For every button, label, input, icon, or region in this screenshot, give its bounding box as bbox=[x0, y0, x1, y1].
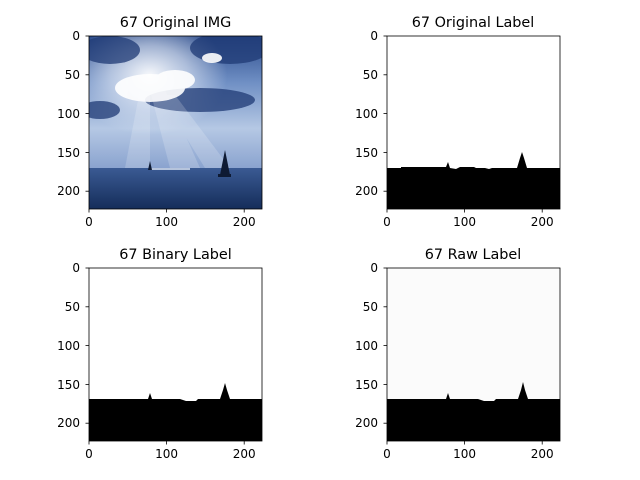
axes-frame bbox=[88, 35, 263, 210]
y-axis: 0 50 100 150 200 bbox=[57, 261, 89, 430]
photo-sun-rays bbox=[125, 90, 230, 168]
axes-frame bbox=[386, 267, 561, 442]
mask-lower-region bbox=[387, 152, 560, 209]
y-tick-label: 150 bbox=[57, 146, 80, 160]
y-tick-label: 50 bbox=[65, 68, 80, 82]
x-tick-label: 100 bbox=[453, 447, 476, 461]
y-tick-label: 100 bbox=[57, 107, 80, 121]
y-tick-label: 200 bbox=[57, 184, 80, 198]
y-axis: 0 50 100 150 200 bbox=[355, 29, 387, 198]
panel-raw-label: 67 Raw Label 0 100 200 0 50 100 150 200 bbox=[355, 247, 561, 461]
y-tick-label: 0 bbox=[72, 29, 80, 43]
x-tick-label: 100 bbox=[453, 215, 476, 229]
axes-frame bbox=[386, 35, 561, 210]
sailboat-right bbox=[218, 150, 231, 177]
x-tick-label: 0 bbox=[85, 447, 93, 461]
x-tick-label: 200 bbox=[233, 215, 256, 229]
x-axis: 0 100 200 bbox=[383, 441, 554, 461]
y-tick-label: 150 bbox=[355, 378, 378, 392]
photo-light-clouds bbox=[115, 53, 222, 102]
y-tick-label: 50 bbox=[65, 300, 80, 314]
y-tick-label: 50 bbox=[363, 68, 378, 82]
panel-title: 67 Raw Label bbox=[425, 247, 522, 263]
y-tick-label: 150 bbox=[355, 146, 378, 160]
axes-frame bbox=[88, 267, 263, 442]
y-tick-label: 200 bbox=[355, 416, 378, 430]
y-tick-label: 100 bbox=[355, 107, 378, 121]
photo-image bbox=[89, 36, 262, 209]
y-tick-label: 0 bbox=[370, 261, 378, 275]
x-tick-label: 0 bbox=[383, 447, 391, 461]
photo-sea bbox=[89, 168, 262, 209]
x-axis: 0 100 200 bbox=[383, 209, 554, 229]
x-tick-label: 0 bbox=[85, 215, 93, 229]
y-tick-label: 150 bbox=[57, 378, 80, 392]
sailboat-left bbox=[148, 161, 152, 170]
y-tick-label: 50 bbox=[363, 300, 378, 314]
y-tick-label: 100 bbox=[57, 339, 80, 353]
mask-lower-region bbox=[387, 382, 560, 441]
panel-title: 67 Original Label bbox=[412, 15, 535, 31]
y-tick-label: 100 bbox=[355, 339, 378, 353]
y-tick-label: 0 bbox=[72, 261, 80, 275]
x-tick-label: 100 bbox=[155, 215, 178, 229]
x-tick-label: 100 bbox=[155, 447, 178, 461]
y-tick-label: 200 bbox=[355, 184, 378, 198]
y-tick-label: 0 bbox=[370, 29, 378, 43]
x-axis: 0 100 200 bbox=[85, 441, 256, 461]
mask-lower-region bbox=[89, 383, 262, 441]
x-tick-label: 200 bbox=[531, 215, 554, 229]
y-tick-label: 200 bbox=[57, 416, 80, 430]
panel-title: 67 Binary Label bbox=[119, 247, 232, 263]
panel-binary-label: 67 Binary Label 0 100 200 0 50 100 150 2… bbox=[57, 247, 263, 461]
x-tick-label: 200 bbox=[233, 447, 256, 461]
panel-original-img: 67 Original IMG bbox=[57, 15, 263, 229]
panel-title: 67 Original IMG bbox=[120, 15, 232, 31]
y-axis: 0 50 100 150 200 bbox=[57, 29, 89, 198]
y-axis: 0 50 100 150 200 bbox=[355, 261, 387, 430]
x-tick-label: 0 bbox=[383, 215, 391, 229]
panel-original-label: 67 Original Label 0 100 200 0 50 100 150… bbox=[355, 15, 561, 229]
x-tick-label: 200 bbox=[531, 447, 554, 461]
x-axis: 0 100 200 bbox=[85, 209, 256, 229]
